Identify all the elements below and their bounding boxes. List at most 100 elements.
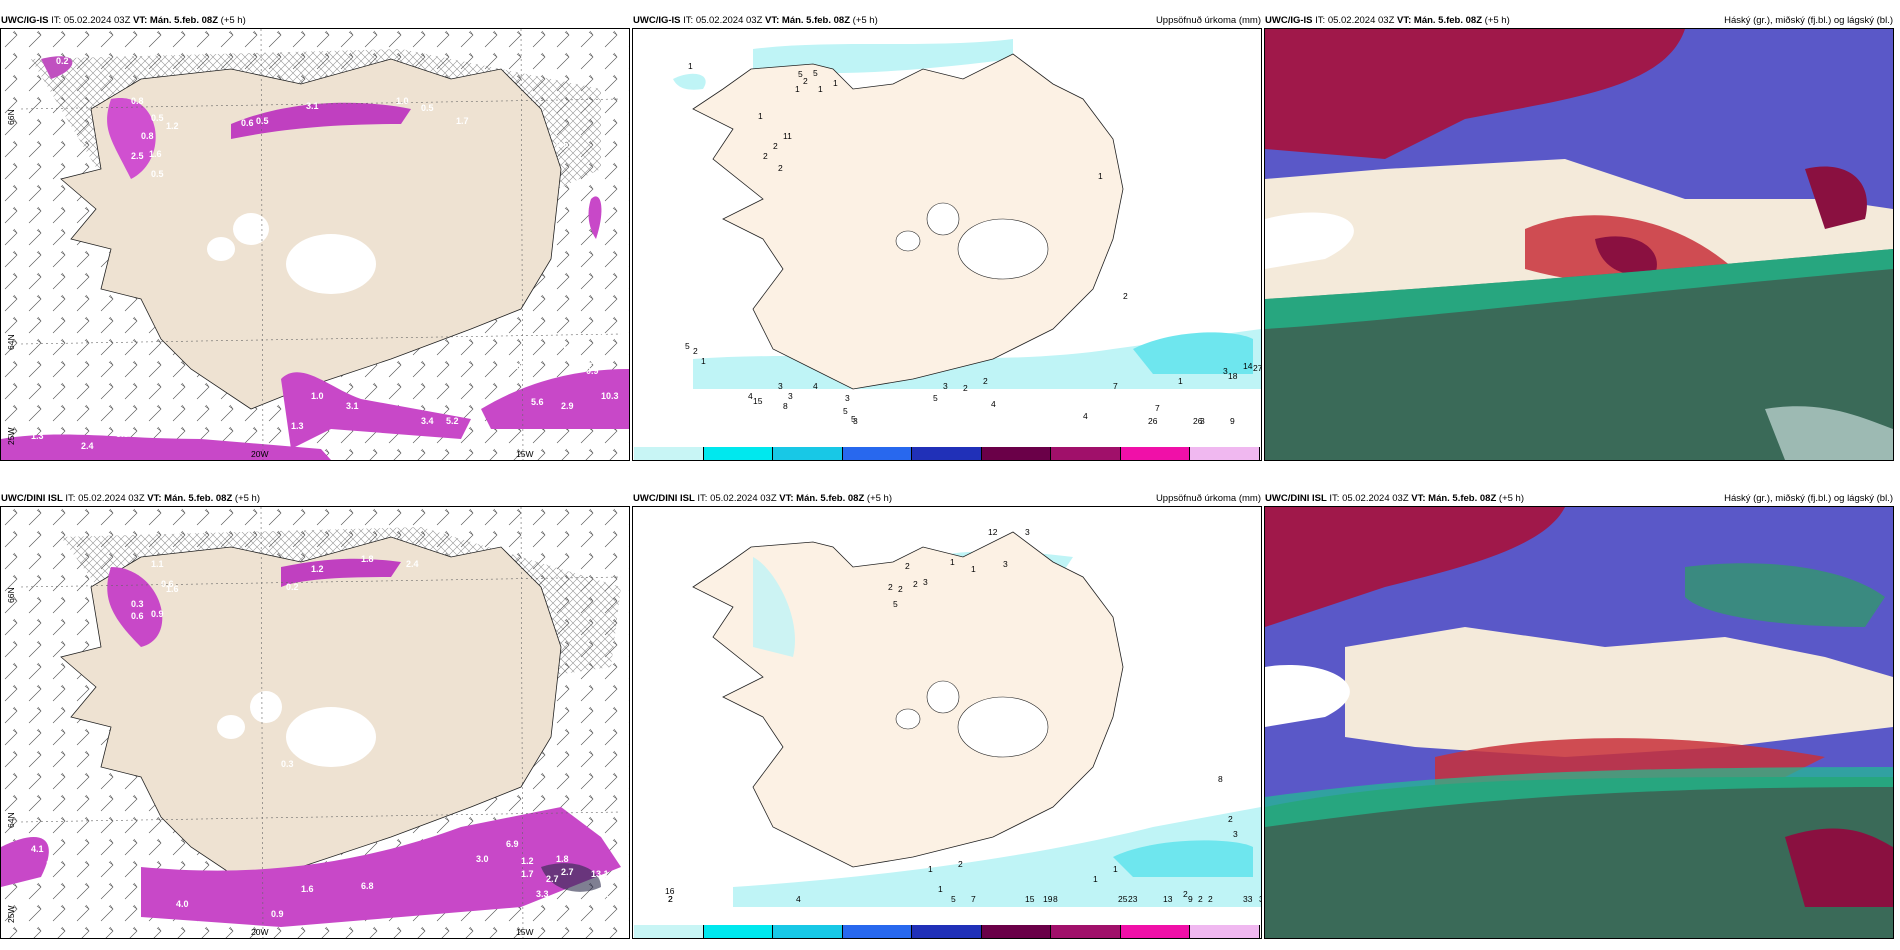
model-name: UWC/DINI ISL	[633, 493, 695, 504]
panel-variable: Uppsöfnuð úrkoma (mm)	[1155, 15, 1261, 26]
precip-label: 2	[1183, 889, 1188, 899]
precip-label: 4	[796, 894, 801, 904]
precip-label: 2	[668, 894, 673, 904]
it-label: IT:	[697, 493, 708, 504]
precip-label: 3	[788, 391, 793, 401]
wind-label: 2.9	[561, 401, 574, 411]
precip-label: 1	[818, 84, 823, 94]
precip-label: 3	[1003, 559, 1008, 569]
precip-map: 1 2 5 5 1 1 2 1 2 1 11 2 5 2 1 4 15 8 3 3 4 3 5 3 5 3 2 2 5 4 4 7 7 1 3 14 2…	[632, 28, 1262, 461]
wind-map: 66N 64N 25W 20W 15W 1.1 1.6 0.9 0.6 0.3 1.2 1.…	[0, 506, 630, 939]
it-value: 05.02.2024 03Z	[63, 15, 131, 26]
precip-map: 12 3 3 1 2 2 3 2 2 5 1 8 2 3 1 2 1 16 2 2 2 4 7 5 8 15 19 25 23 13 9 33…	[632, 506, 1262, 939]
low-cloud	[1685, 563, 1885, 627]
precip-label: 5	[851, 414, 856, 424]
colorbar-segment	[981, 925, 1052, 938]
axis-lat: 66N	[6, 109, 16, 125]
precip-label: 14	[1243, 361, 1253, 371]
precip-label: 1	[758, 111, 763, 121]
low-cloud	[1265, 767, 1893, 827]
colorbar-segment	[912, 925, 982, 938]
wind-label-group: 1.1 1.6 0.9 0.6 0.3 1.2 1.8 2.4 0.6 0.3 1.8 2.7 4.0 1…	[31, 554, 617, 919]
wind-speed-area	[588, 196, 602, 239]
panel-title: UWC/DINI ISL IT: 05.02.2024 03Z VT: Mán.…	[1264, 492, 1894, 506]
wind-label: 1.0	[591, 331, 604, 341]
precip-label: 8	[1053, 894, 1058, 904]
wind-label: 0.6	[131, 611, 144, 621]
it-label: IT:	[65, 493, 76, 504]
panel-precip-row1: UWC/IG-IS IT: 05.02.2024 03Z VT: Mán. 5.…	[632, 14, 1262, 461]
wind-label: 1.3	[291, 421, 304, 431]
high-cloud	[1805, 166, 1867, 229]
wind-label: 1.2	[166, 121, 179, 131]
graticule	[20, 98, 622, 110]
colorbar-segment	[703, 925, 774, 938]
wind-label: 0.5	[151, 169, 164, 179]
precip-label: 8	[1218, 774, 1223, 784]
precip-label: 2	[905, 561, 910, 571]
precip-label: 3	[1233, 829, 1238, 839]
wind-label: 1.6	[166, 584, 179, 594]
precip-area	[1133, 332, 1253, 374]
it-label: IT:	[51, 15, 62, 26]
panel-title: UWC/DINI ISL IT: 05.02.2024 03Z VT: Mán.…	[632, 492, 1262, 506]
precip-label: 1	[1178, 376, 1183, 386]
precip-label: 1	[971, 564, 976, 574]
colorbar-segment	[773, 447, 843, 460]
model-name: UWC/DINI ISL	[1, 493, 63, 504]
vt-label: VT:	[765, 15, 780, 26]
lead-time: (+5 h)	[1484, 15, 1510, 26]
glacier	[926, 680, 960, 714]
wind-speed-area	[481, 369, 629, 429]
wind-label: 4.3	[561, 341, 574, 351]
panel-title: UWC/IG-IS IT: 05.02.2024 03Z VT: Mán. 5.…	[0, 14, 630, 28]
colorbar-segment	[1190, 925, 1260, 938]
glacier	[895, 230, 921, 252]
precip-label: 1	[1098, 171, 1103, 181]
wind-label: 1.0	[396, 96, 409, 106]
graticule	[520, 29, 524, 460]
wind-label: 1.3	[31, 431, 44, 441]
wind-label: 0.8	[131, 96, 144, 106]
glacier	[286, 707, 376, 767]
lead-time: (+5 h)	[220, 15, 246, 26]
precip-label: 1	[928, 864, 933, 874]
vt-value: Mán. 5.feb. 08Z	[149, 15, 219, 26]
axis-lat: 64N	[6, 812, 16, 828]
wind-speed-area	[107, 98, 156, 179]
it-label: IT:	[1315, 15, 1326, 26]
precip-label: 1	[1113, 864, 1118, 874]
precip-label: 7	[971, 894, 976, 904]
precip-area	[753, 39, 1013, 74]
wind-speed-area	[107, 567, 163, 647]
panel-title: UWC/IG-IS IT: 05.02.2024 03Z VT: Mán. 5.…	[1264, 14, 1894, 28]
colorbar: 110255075100150200400	[634, 925, 1260, 938]
precip-label: 2	[898, 584, 903, 594]
model-name: UWC/IG-IS	[633, 15, 681, 26]
precip-label: 1	[938, 884, 943, 894]
precip-label: 5	[813, 68, 818, 78]
wind-speed-area	[281, 558, 401, 587]
wind-label: 1.7	[521, 869, 534, 879]
precip-label: 15	[1025, 894, 1035, 904]
precip-label: 1	[950, 557, 955, 567]
precip-label: 4	[813, 381, 818, 391]
precip-label: 3	[1200, 416, 1205, 426]
vt-value: Mán. 5.feb. 08Z	[1413, 15, 1483, 26]
axis-lon: 20W	[251, 449, 268, 459]
precip-label: 2	[983, 376, 988, 386]
wind-label: 1.0	[311, 391, 324, 401]
it-value: 05.02.2024 03Z	[695, 15, 763, 26]
colorbar-segment	[703, 447, 774, 460]
wind-label: 0.6	[161, 579, 174, 589]
wind-label: 0.9	[586, 366, 599, 376]
axis-lon: 20W	[251, 927, 268, 937]
graticule	[260, 29, 264, 460]
wind-map-svg: 66N 64N 25W 20W 15W 1.11.60.90.60.31.21.…	[1, 507, 629, 938]
vt-label: VT:	[133, 15, 148, 26]
wind-speed-area	[41, 56, 73, 79]
lead-time: (+5 h)	[866, 493, 892, 504]
vt-value: Mán. 5.feb. 08Z	[781, 15, 851, 26]
axis-lat: 64N	[6, 334, 16, 350]
